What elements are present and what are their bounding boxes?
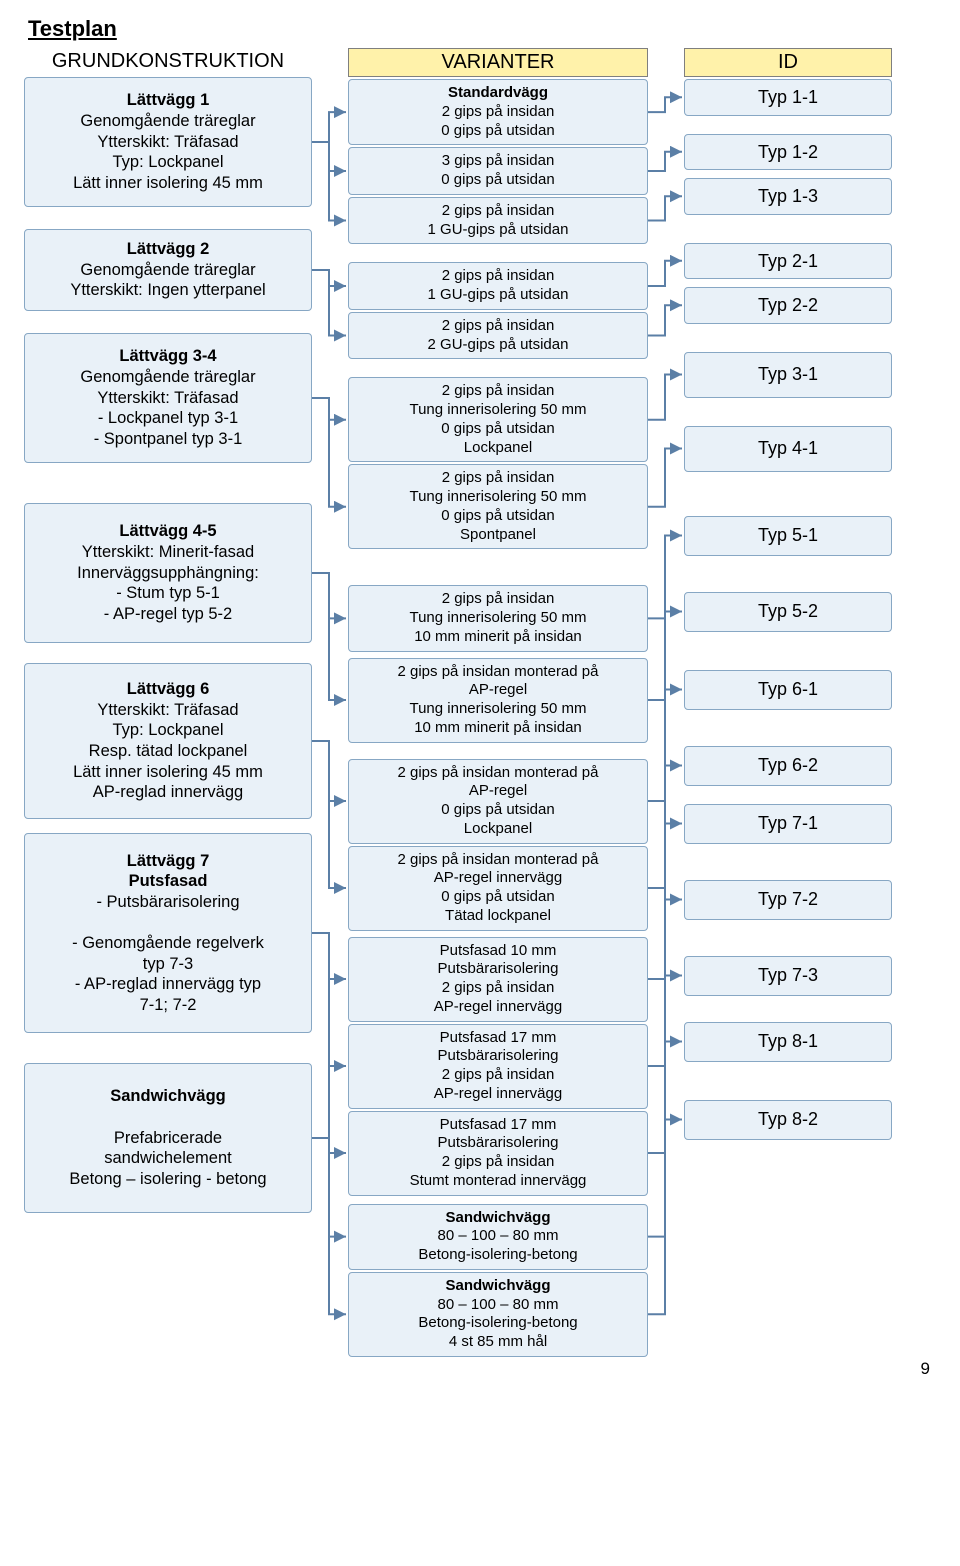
col-grundkonstruktion: GRUNDKONSTRUKTION Lättvägg 1Genomgående …	[24, 48, 312, 1357]
id-box: Typ 8-1	[684, 1022, 892, 1062]
id-box: Typ 1-1	[684, 79, 892, 116]
id-box: Typ 7-2	[684, 880, 892, 920]
header-left: GRUNDKONSTRUKTION	[24, 48, 312, 75]
header-right: ID	[684, 48, 892, 77]
construction-box: Lättvägg 4-5Ytterskikt: Minerit-fasadInn…	[24, 503, 312, 643]
id-box: Typ 5-2	[684, 592, 892, 632]
id-box: Typ 7-3	[684, 956, 892, 996]
variant-box: 3 gips på insidan0 gips på utsidan	[348, 147, 648, 195]
id-box-list: Typ 1-1 Typ 1-2 Typ 1-3 Typ 2-1 Typ 2-2 Typ 3…	[684, 79, 892, 1140]
id-box: Typ 4-1	[684, 426, 892, 472]
variant-box: 2 gips på insidanTung innerisolering 50 …	[348, 377, 648, 462]
variant-box: Putsfasad 10 mmPutsbärarisolering2 gips …	[348, 937, 648, 1022]
mid-box-list: Standardvägg2 gips på insidan0 gips på u…	[348, 79, 648, 1357]
id-box: Typ 6-1	[684, 670, 892, 710]
variant-box: 2 gips på insidan1 GU-gips på utsidan	[348, 262, 648, 310]
variant-box: 2 gips på insidanTung innerisolering 50 …	[348, 464, 648, 549]
id-box: Typ 1-2	[684, 134, 892, 171]
variant-box: 2 gips på insidan1 GU-gips på utsidan	[348, 197, 648, 245]
construction-box: Lättvägg 6Ytterskikt: TräfasadTyp: Lockp…	[24, 663, 312, 819]
variant-box: Sandwichvägg80 – 100 – 80 mmBetong-isole…	[348, 1204, 648, 1270]
construction-box: Lättvägg 3-4Genomgående träreglarYttersk…	[24, 333, 312, 463]
id-box: Typ 5-1	[684, 516, 892, 556]
variant-box: 2 gips på insidan2 GU-gips på utsidan	[348, 312, 648, 360]
col-varianter: VARIANTER Standardvägg2 gips på insidan0…	[348, 48, 648, 1357]
id-box: Typ 2-1	[684, 243, 892, 280]
id-box: Typ 7-1	[684, 804, 892, 844]
variant-box: 2 gips på insidan monterad påAP-regel in…	[348, 846, 648, 931]
construction-box: Sandwichvägg Prefabriceradesandwicheleme…	[24, 1063, 312, 1213]
variant-box: 2 gips på insidan monterad påAP-regel0 g…	[348, 759, 648, 844]
col-id: ID Typ 1-1Typ 1-2Typ 1-3Typ 2-1Typ 2-2Ty…	[684, 48, 892, 1357]
construction-box: Lättvägg 1Genomgående träreglarYtterskik…	[24, 77, 312, 207]
variant-box: Sandwichvägg80 – 100 – 80 mmBetong-isole…	[348, 1272, 648, 1357]
id-box: Typ 3-1	[684, 352, 892, 398]
id-box: Typ 2-2	[684, 287, 892, 324]
columns: GRUNDKONSTRUKTION Lättvägg 1Genomgående …	[24, 48, 936, 1357]
variant-box: Putsfasad 17 mmPutsbärarisolering2 gips …	[348, 1111, 648, 1196]
testplan-diagram: GRUNDKONSTRUKTION Lättvägg 1Genomgående …	[24, 48, 936, 1357]
variant-box: Standardvägg2 gips på insidan0 gips på u…	[348, 79, 648, 145]
variant-box: 2 gips på insidanTung innerisolering 50 …	[348, 585, 648, 651]
construction-box: Lättvägg 7Putsfasad- Putsbärarisolering …	[24, 833, 312, 1033]
page-title: Testplan	[28, 16, 936, 42]
id-box: Typ 8-2	[684, 1100, 892, 1140]
construction-box: Lättvägg 2Genomgående träreglarYtterskik…	[24, 229, 312, 311]
left-box-list: Lättvägg 1Genomgående träreglarYtterskik…	[24, 77, 312, 1213]
page-number: 9	[921, 1359, 930, 1379]
header-mid: VARIANTER	[348, 48, 648, 77]
variant-box: 2 gips på insidan monterad påAP-regelTun…	[348, 658, 648, 743]
id-box: Typ 1-3	[684, 178, 892, 215]
id-box: Typ 6-2	[684, 746, 892, 786]
variant-box: Putsfasad 17 mmPutsbärarisolering2 gips …	[348, 1024, 648, 1109]
